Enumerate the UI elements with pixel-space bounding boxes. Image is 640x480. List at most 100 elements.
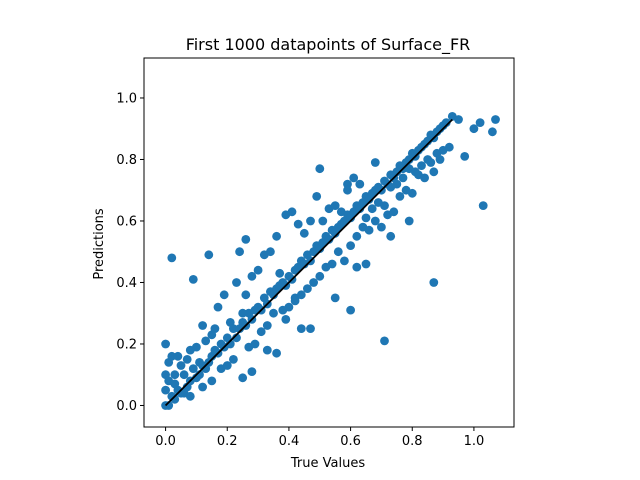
data-point [306,324,315,333]
data-point [185,345,195,355]
data-point [179,370,189,380]
data-point [333,247,343,257]
data-point [343,185,352,195]
data-point [324,235,334,244]
data-point [491,115,500,124]
data-point [364,225,374,235]
data-point [389,207,399,217]
data-point [367,204,377,214]
data-point [222,361,232,370]
data-point [488,127,497,137]
data-point [204,250,214,260]
data-point [306,216,315,226]
data-point [361,213,371,223]
data-point [469,124,479,134]
data-point [201,336,211,346]
data-point [309,278,318,287]
y-tick-label: 1.0 [116,91,137,106]
data-point [340,256,349,266]
data-point [392,179,402,189]
data-point [229,355,238,364]
data-point [170,394,180,404]
data-point [176,361,186,370]
data-point [420,173,429,183]
data-point [478,201,488,211]
chart-title: First 1000 datapoints of Surface_FR [186,35,471,55]
data-point [281,315,291,324]
data-point [185,391,195,401]
data-point [225,339,235,349]
y-axis-label: Predictions [92,208,107,280]
data-point [207,376,217,386]
data-point [232,278,241,287]
data-point [327,259,337,269]
data-point [182,355,192,364]
data-point [386,231,396,241]
data-point [330,293,340,303]
data-point [198,321,208,330]
x-tick-label: 0.0 [155,434,176,449]
data-point [238,308,248,318]
data-point [352,262,362,272]
data-point [299,228,309,238]
data-point [346,305,355,315]
data-point [315,271,325,281]
data-point [188,275,198,284]
data-point [287,207,297,217]
data-point [262,345,272,355]
x-tick-label: 0.4 [279,434,300,449]
data-point [290,296,300,306]
data-point [241,290,251,300]
data-point [377,222,386,232]
data-point [167,351,177,361]
x-tick-label: 0.2 [217,434,238,449]
data-point [303,284,312,293]
data-point [250,339,260,349]
y-tick-label: 0.8 [116,153,137,168]
data-point [426,158,436,167]
data-point [195,370,204,380]
data-point [296,324,306,333]
data-point [293,219,303,229]
data-point [370,158,380,167]
y-tick-label: 0.6 [116,214,137,229]
data-point [370,216,380,226]
data-point [417,161,426,171]
data-point [247,367,257,376]
data-point [318,216,328,226]
data-point [407,188,417,198]
data-point [352,231,362,241]
data-point [207,330,217,340]
x-axis-ticks: 0.0 0.2 0.4 0.6 0.8 1.0 [155,427,484,449]
data-point [161,385,171,395]
x-tick-label: 0.8 [402,434,423,449]
data-point [188,364,198,373]
data-point [330,201,340,211]
data-point [269,308,278,318]
data-point [454,115,463,124]
data-point [238,373,248,383]
data-point [343,179,352,189]
data-point [266,247,275,257]
reference-line [164,118,453,407]
data-point [161,339,171,349]
y-tick-label: 0.4 [116,276,137,291]
data-point [315,164,325,174]
data-point [429,167,439,177]
data-point [380,336,389,346]
data-point [460,152,470,161]
data-point [429,278,439,287]
data-point [213,302,223,312]
y-tick-label: 0.2 [116,337,137,352]
plot-area-frame [143,57,515,428]
data-point [349,173,359,183]
data-point [435,155,445,164]
data-point [219,290,229,300]
data-point [229,324,238,333]
data-point [296,290,306,300]
data-point [253,265,263,275]
data-point [170,370,180,380]
data-point [232,333,241,343]
data-point [395,192,405,201]
